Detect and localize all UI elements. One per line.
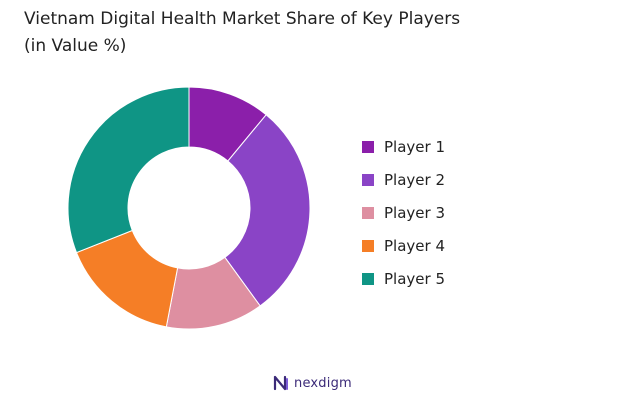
legend-item-3: Player 3	[362, 196, 445, 229]
donut-slice-2	[224, 114, 311, 307]
legend-label: Player 5	[384, 269, 445, 288]
legend-swatch	[362, 140, 374, 153]
legend-swatch	[362, 173, 374, 186]
chart-title: Vietnam Digital Health Market Share of K…	[24, 6, 460, 60]
legend-swatch	[362, 272, 374, 285]
donut-slice-5	[67, 86, 190, 254]
legend-item-4: Player 4	[362, 229, 445, 262]
legend-label: Player 1	[384, 137, 445, 156]
legend-label: Player 3	[384, 203, 445, 222]
legend-item-1: Player 1	[362, 130, 445, 163]
legend-swatch	[362, 206, 374, 219]
chart-subtitle: (in Value %)	[24, 36, 127, 56]
brand-name: nexdigm	[294, 375, 352, 391]
legend-item-5: Player 5	[362, 262, 445, 295]
legend-label: Player 2	[384, 170, 445, 189]
legend-swatch	[362, 239, 374, 252]
legend-item-2: Player 2	[362, 163, 445, 196]
nexdigm-logo-icon	[273, 375, 288, 391]
brand-footer: nexdigm	[272, 374, 352, 392]
chart-title-main: Vietnam Digital Health Market Share of K…	[24, 9, 461, 29]
legend-label: Player 4	[384, 236, 445, 255]
chart-legend: Player 1 Player 2 Player 3 Player 4 Player 5	[362, 130, 445, 295]
